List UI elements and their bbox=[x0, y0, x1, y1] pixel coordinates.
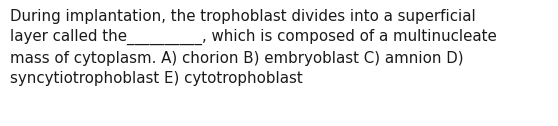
Text: During implantation, the trophoblast divides into a superficial
layer called the: During implantation, the trophoblast div… bbox=[10, 9, 497, 86]
